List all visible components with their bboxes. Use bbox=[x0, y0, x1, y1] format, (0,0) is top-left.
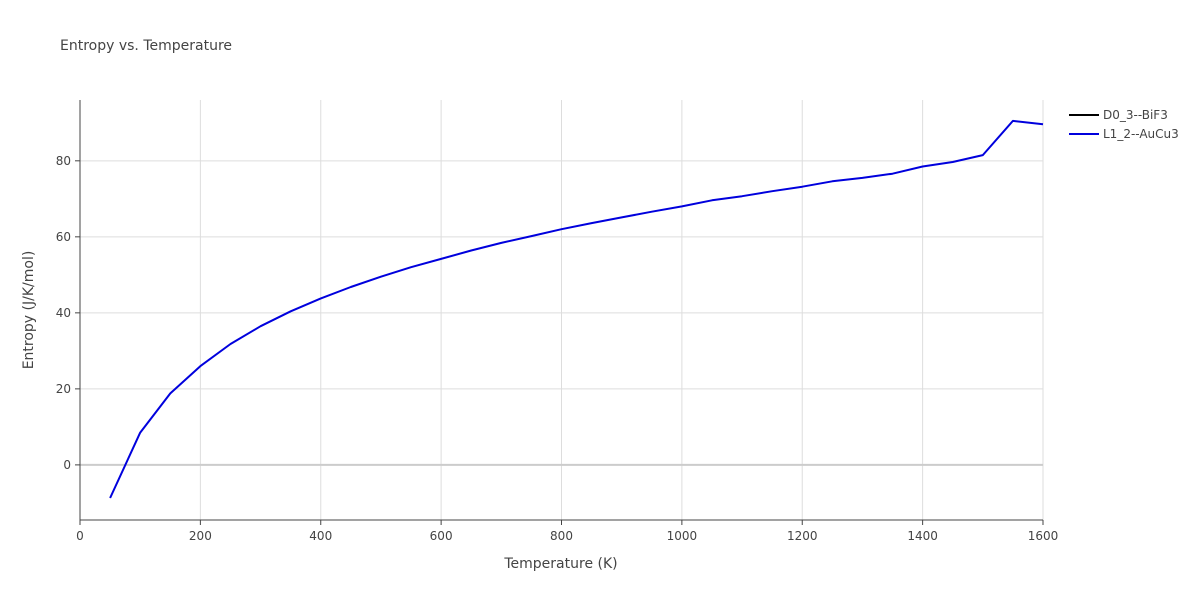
x-tick-label: 200 bbox=[189, 529, 212, 543]
grid-lines bbox=[80, 100, 1044, 520]
y-axis-title: Entropy (J/K/mol) bbox=[21, 251, 37, 370]
x-tick-label: 1000 bbox=[667, 529, 698, 543]
x-tick-label: 600 bbox=[430, 529, 453, 543]
plot-area bbox=[109, 119, 1044, 499]
y-tick-label: 60 bbox=[56, 230, 71, 244]
x-tick-label: 1600 bbox=[1028, 529, 1059, 543]
x-axis-title: Temperature (K) bbox=[503, 556, 617, 572]
axes bbox=[75, 100, 1044, 525]
y-tick-label: 80 bbox=[56, 154, 71, 168]
tick-labels: 0 200 400 600 800 1000 1200 1400 1600 0 20 40 60 80 bbox=[56, 154, 1059, 543]
x-tick-label: 800 bbox=[550, 529, 573, 543]
series-line-2 bbox=[109, 119, 1044, 499]
y-tick-label: 0 bbox=[63, 458, 71, 472]
y-tick-label: 40 bbox=[56, 306, 71, 320]
y-tick-label: 20 bbox=[56, 382, 71, 396]
legend[interactable]: D0_3--BiF3 L1_2--AuCu3 bbox=[1069, 108, 1179, 141]
x-tick-label: 0 bbox=[76, 529, 84, 543]
legend-label-1: D0_3--BiF3 bbox=[1103, 108, 1168, 122]
x-tick-label: 1400 bbox=[907, 529, 938, 543]
x-tick-label: 400 bbox=[309, 529, 332, 543]
chart-title: Entropy vs. Temperature bbox=[60, 38, 232, 54]
x-tick-label: 1200 bbox=[787, 529, 818, 543]
legend-label-2: L1_2--AuCu3 bbox=[1103, 127, 1179, 141]
